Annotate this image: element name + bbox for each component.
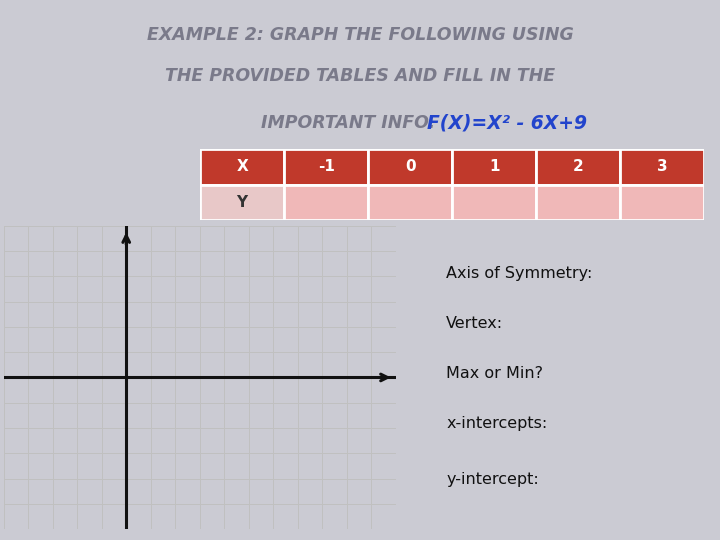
- Text: Max or Min?: Max or Min?: [446, 366, 543, 381]
- Text: Vertex:: Vertex:: [446, 316, 503, 331]
- Text: X: X: [236, 159, 248, 174]
- Text: Axis of Symmetry:: Axis of Symmetry:: [446, 266, 593, 281]
- Text: y-intercept:: y-intercept:: [446, 472, 539, 487]
- Text: 1: 1: [489, 159, 500, 174]
- Bar: [368, 185, 452, 220]
- Bar: [452, 149, 536, 185]
- Text: 3: 3: [657, 159, 667, 174]
- Bar: [200, 149, 284, 185]
- Text: Y: Y: [237, 195, 248, 210]
- Bar: [452, 185, 536, 220]
- Bar: [536, 185, 620, 220]
- Text: -1: -1: [318, 159, 335, 174]
- Bar: [620, 185, 704, 220]
- Bar: [536, 149, 620, 185]
- Bar: [620, 149, 704, 185]
- Bar: [368, 149, 452, 185]
- Bar: [284, 149, 368, 185]
- Text: x-intercepts:: x-intercepts:: [446, 416, 547, 431]
- Text: 0: 0: [405, 159, 415, 174]
- Bar: [200, 185, 284, 220]
- Bar: [284, 185, 368, 220]
- Text: F(X)=X² - 6X+9: F(X)=X² - 6X+9: [427, 113, 587, 132]
- Text: THE PROVIDED TABLES AND FILL IN THE: THE PROVIDED TABLES AND FILL IN THE: [165, 67, 555, 85]
- Text: IMPORTANT INFO.: IMPORTANT INFO.: [261, 114, 441, 132]
- Text: EXAMPLE 2: GRAPH THE FOLLOWING USING: EXAMPLE 2: GRAPH THE FOLLOWING USING: [147, 25, 573, 44]
- Text: 2: 2: [573, 159, 583, 174]
